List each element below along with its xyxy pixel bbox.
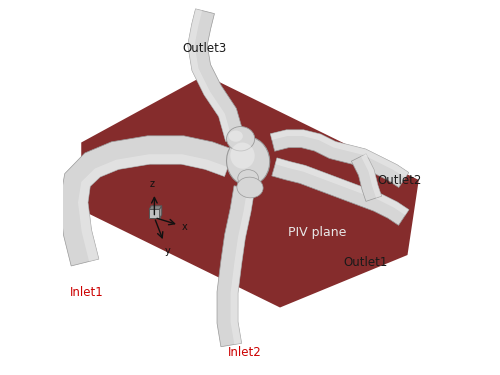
Polygon shape xyxy=(60,136,234,266)
Polygon shape xyxy=(230,188,254,345)
Text: x: x xyxy=(182,222,187,232)
Ellipse shape xyxy=(228,130,243,142)
Polygon shape xyxy=(188,9,244,141)
Text: y: y xyxy=(164,246,170,256)
Polygon shape xyxy=(361,154,382,198)
Polygon shape xyxy=(217,186,254,347)
Ellipse shape xyxy=(226,137,270,186)
Text: Inlet2: Inlet2 xyxy=(228,346,261,359)
Polygon shape xyxy=(149,209,160,218)
Text: Outlet3: Outlet3 xyxy=(182,42,227,55)
Ellipse shape xyxy=(238,170,258,187)
Polygon shape xyxy=(81,75,419,307)
Polygon shape xyxy=(270,130,408,188)
Polygon shape xyxy=(272,158,409,225)
Polygon shape xyxy=(270,130,408,178)
Ellipse shape xyxy=(237,177,263,198)
Polygon shape xyxy=(78,154,228,261)
Text: PIV plane: PIV plane xyxy=(288,226,346,239)
Polygon shape xyxy=(352,154,382,201)
Ellipse shape xyxy=(226,127,254,151)
Polygon shape xyxy=(149,206,162,209)
Polygon shape xyxy=(275,158,409,215)
Polygon shape xyxy=(188,9,232,141)
Text: Inlet1: Inlet1 xyxy=(70,286,104,299)
Text: z: z xyxy=(150,178,155,189)
Ellipse shape xyxy=(230,142,254,169)
Polygon shape xyxy=(160,206,162,218)
Text: Outlet1: Outlet1 xyxy=(344,256,388,269)
Text: Outlet2: Outlet2 xyxy=(378,174,422,186)
